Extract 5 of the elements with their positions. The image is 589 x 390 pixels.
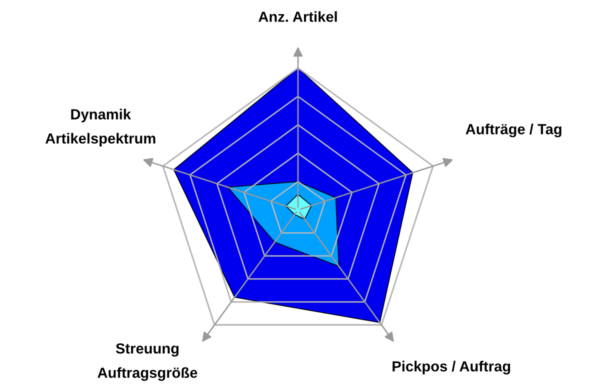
spoke-label: Dynamik Artikelspektrum [45,108,156,147]
spoke-label: Streuung Auftragsgröße [98,343,198,381]
spoke-label: Aufträge / Tag [466,124,562,138]
spoke-label: Anz. Artikel [258,11,337,22]
spoke-label: Pickpos / Auftrag [392,360,510,374]
